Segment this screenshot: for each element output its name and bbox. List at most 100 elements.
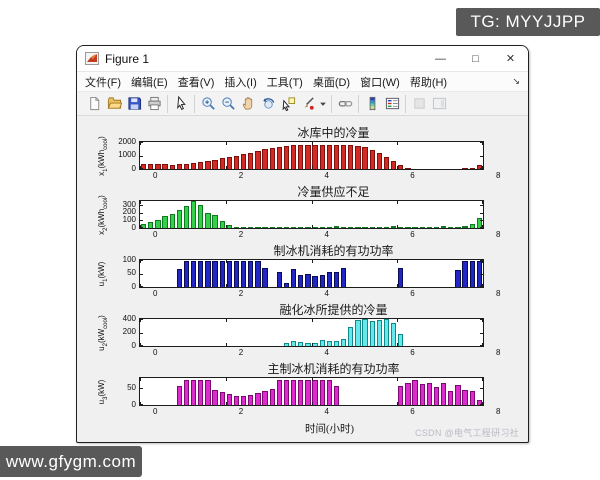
- toolbar-group: [332, 94, 359, 113]
- x-tick-mark: [482, 225, 483, 228]
- x-tick-mark: [311, 284, 313, 287]
- plot-area: [139, 200, 484, 229]
- x-tick-mark: [397, 260, 399, 263]
- bar: [205, 261, 211, 287]
- bar: [269, 227, 275, 228]
- bar: [226, 394, 232, 405]
- subplot-5: 主制冰机消耗的有功功率 u3(kW) 0 50 0 2 4 6 8: [95, 362, 528, 418]
- site-watermark-badge: www.gfygm.com: [0, 446, 142, 477]
- bar: [455, 270, 461, 287]
- y-axis-label-text: u3(kW): [97, 379, 109, 404]
- menu-item-1[interactable]: 编辑(E): [131, 76, 168, 89]
- y-tick-mark: [140, 273, 143, 275]
- bar: [412, 227, 418, 228]
- bar: [205, 380, 211, 405]
- chart-title: 主制冰机消耗的有功功率: [267, 362, 400, 376]
- save-button[interactable]: [125, 95, 143, 113]
- x-tick-label: 2: [238, 289, 244, 298]
- bar: [183, 261, 190, 287]
- bar: [305, 380, 311, 405]
- bar: [391, 323, 397, 346]
- bar: [319, 145, 325, 169]
- new-file-button[interactable]: [85, 95, 103, 113]
- bar: [255, 393, 261, 405]
- bar: [333, 145, 340, 169]
- open-folder-button[interactable]: [105, 95, 123, 113]
- menu-item-6[interactable]: 窗口(W): [360, 76, 400, 89]
- hide-plot-tools-button[interactable]: [410, 95, 428, 113]
- bar: [140, 224, 147, 228]
- x-tick-mark: [140, 343, 141, 346]
- rotate-3d-button[interactable]: [259, 95, 277, 113]
- maximize-button[interactable]: □: [472, 52, 479, 65]
- bar: [398, 334, 404, 346]
- bar: [290, 269, 297, 287]
- bar: [155, 220, 161, 228]
- bar: [462, 390, 468, 405]
- y-tick-mark: [140, 260, 143, 261]
- x-tick-mark: [311, 142, 313, 145]
- window-title-bar[interactable]: Figure 1 — □ ✕: [77, 46, 528, 72]
- bar: [155, 164, 161, 169]
- menu-item-5[interactable]: 桌面(D): [312, 76, 351, 89]
- bar: [448, 391, 454, 405]
- bar: [476, 400, 483, 405]
- bar: [212, 215, 218, 228]
- insert-colorbar-button[interactable]: [363, 95, 381, 113]
- bar: [469, 261, 475, 287]
- bar: [226, 157, 232, 169]
- y-tick-mark: [140, 404, 143, 405]
- menu-item-7[interactable]: 帮助(H): [409, 76, 448, 89]
- insert-legend-button[interactable]: [383, 95, 401, 113]
- x-tick-label: 6: [410, 171, 415, 180]
- link-plots-button[interactable]: [336, 95, 354, 113]
- pointer-button[interactable]: [172, 95, 190, 113]
- plot-area: [139, 318, 484, 347]
- brush-button[interactable]: [299, 95, 317, 113]
- bar: [355, 320, 361, 346]
- menu-item-2[interactable]: 查看(V): [177, 76, 215, 89]
- x-tick-mark: [225, 225, 227, 228]
- pan-button[interactable]: [239, 95, 257, 113]
- bar: [140, 164, 147, 169]
- bar: [383, 157, 390, 169]
- x-tick-label: 2: [238, 407, 244, 416]
- csdn-watermark: CSDN @电气工程研习社: [414, 428, 519, 438]
- y-tick-labels: 0 50: [111, 377, 139, 408]
- y-axis-label: u2(kWcool): [95, 315, 111, 351]
- zoom-out-button[interactable]: [219, 95, 237, 113]
- bar: [198, 205, 204, 228]
- bar: [255, 227, 261, 228]
- bar: [405, 168, 411, 169]
- x-tick-mark: [482, 319, 483, 322]
- y-tick-label: 400: [122, 313, 136, 323]
- brush-dropdown-button[interactable]: [319, 95, 327, 113]
- x-tick-mark: [225, 402, 227, 405]
- menu-item-0[interactable]: 文件(F): [85, 76, 122, 89]
- x-tick-mark: [225, 260, 227, 263]
- bar: [469, 391, 475, 405]
- zoom-in-button[interactable]: [199, 95, 217, 113]
- x-tick-mark: [397, 319, 399, 322]
- close-button[interactable]: ✕: [505, 53, 516, 65]
- menu-overflow-icon[interactable]: ↘: [512, 76, 520, 86]
- x-tick-label: 0: [153, 289, 158, 298]
- minimize-button[interactable]: —: [435, 52, 446, 65]
- show-plot-tools-button[interactable]: [430, 95, 448, 113]
- bar: [441, 226, 447, 228]
- bar: [341, 227, 347, 228]
- y-tick-label: 50: [127, 382, 136, 392]
- bar: [326, 145, 332, 169]
- menu-item-4[interactable]: 工具(T): [266, 76, 303, 89]
- bar: [212, 390, 218, 405]
- x-tick-mark: [225, 343, 227, 346]
- data-cursor-button[interactable]: [279, 95, 297, 113]
- x-tick-mark: [311, 225, 313, 228]
- print-button[interactable]: [145, 95, 163, 113]
- x-tick-mark: [397, 343, 399, 346]
- x-tick-label: 4: [324, 230, 329, 239]
- x-tick-label: 6: [410, 230, 415, 239]
- menu-item-3[interactable]: 插入(I): [224, 76, 257, 89]
- bar: [433, 387, 440, 405]
- bar: [298, 227, 304, 228]
